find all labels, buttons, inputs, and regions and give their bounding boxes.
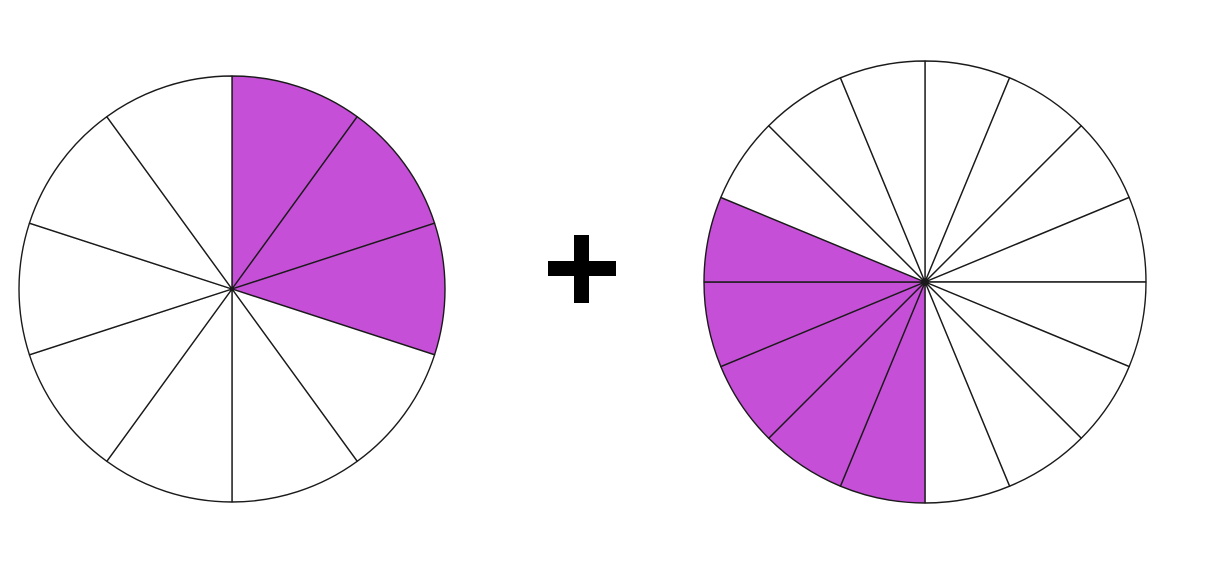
left-fraction-slice-2-shaded [231,115,436,290]
plus-sign-bar [574,235,589,303]
left-fraction-slice-5-unshaded [231,288,358,503]
left-fraction-slice-10-unshaded [106,75,233,290]
right-fraction-circle [703,60,1147,504]
plus-sign-icon [548,235,616,303]
left-fraction-slice-9-unshaded [28,115,233,290]
left-fraction-slice-7-unshaded [28,288,233,463]
left-fraction-slice-4-unshaded [231,288,436,463]
left-fraction-slice-1-shaded [231,75,358,290]
left-fraction-slice-3-shaded [231,222,446,356]
left-fraction-slice-8-unshaded [18,222,233,356]
left-fraction-circle [18,75,446,503]
left-fraction-slice-6-unshaded [106,288,233,503]
right-fraction-slice-16-unshaded [839,60,926,283]
